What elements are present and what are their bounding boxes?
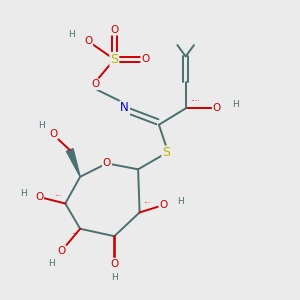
Text: O: O <box>159 200 167 210</box>
Text: H: H <box>38 121 45 130</box>
Text: O: O <box>103 158 111 168</box>
Text: ···: ··· <box>143 199 151 208</box>
Text: H: H <box>20 189 26 198</box>
Text: O: O <box>141 54 150 64</box>
Text: O: O <box>35 192 43 202</box>
Text: H: H <box>111 273 118 282</box>
Text: S: S <box>110 53 118 66</box>
Text: O: O <box>58 246 66 256</box>
Text: ····: ···· <box>190 97 199 106</box>
Text: H: H <box>232 100 239 109</box>
Text: O: O <box>49 129 58 139</box>
Text: H: H <box>49 259 55 268</box>
Polygon shape <box>66 149 80 177</box>
Text: H: H <box>177 196 184 206</box>
Text: O: O <box>110 259 118 269</box>
Text: O: O <box>110 25 118 34</box>
Text: ···: ··· <box>70 230 78 239</box>
Text: S: S <box>162 146 170 160</box>
Text: O: O <box>213 103 221 113</box>
Text: H: H <box>68 31 75 40</box>
Text: N: N <box>120 101 129 114</box>
Text: ···: ··· <box>54 192 61 201</box>
Text: O: O <box>84 36 92 46</box>
Text: O: O <box>91 79 99 89</box>
